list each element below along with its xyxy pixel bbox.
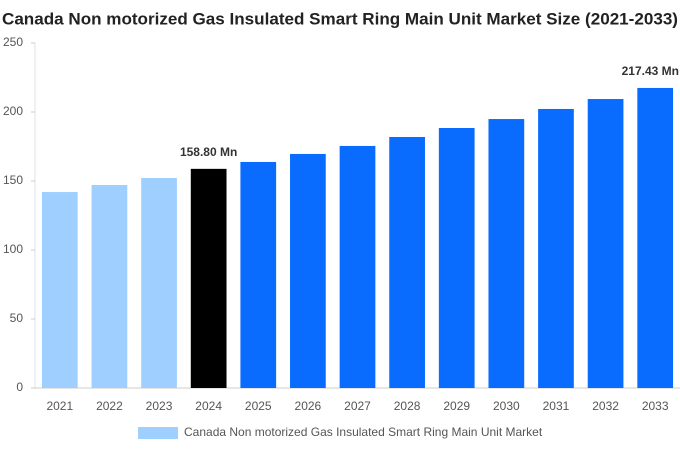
bar bbox=[488, 119, 525, 389]
value-label: 158.80 Mn bbox=[180, 145, 237, 159]
bar bbox=[190, 168, 227, 388]
bar bbox=[587, 99, 624, 388]
x-tick-label: 2030 bbox=[493, 399, 520, 413]
y-tick-label: 50 bbox=[10, 311, 24, 325]
y-tick-label: 250 bbox=[3, 35, 23, 49]
x-tick-label: 2022 bbox=[96, 399, 123, 413]
x-tick-label: 2032 bbox=[592, 399, 619, 413]
y-tick-label: 200 bbox=[3, 104, 23, 118]
legend-label: Canada Non motorized Gas Insulated Smart… bbox=[184, 425, 543, 439]
value-label: 217.43 Mn bbox=[622, 64, 679, 78]
bar bbox=[240, 161, 277, 388]
x-tick-label: 2023 bbox=[146, 399, 173, 413]
bar bbox=[41, 192, 78, 388]
x-tick-label: 2028 bbox=[394, 399, 421, 413]
bar bbox=[141, 177, 177, 388]
x-tick-label: 2031 bbox=[543, 399, 570, 413]
x-tick-label: 2029 bbox=[443, 399, 470, 413]
chart-title: Canada Non motorized Gas Insulated Smart… bbox=[2, 9, 678, 28]
bar bbox=[91, 185, 128, 388]
bar bbox=[339, 145, 376, 388]
legend-swatch bbox=[138, 427, 178, 439]
y-tick-label: 0 bbox=[16, 380, 23, 394]
bar bbox=[637, 87, 674, 389]
x-tick-label: 2021 bbox=[46, 399, 73, 413]
y-tick-label: 150 bbox=[3, 173, 23, 187]
x-tick-label: 2024 bbox=[195, 399, 222, 413]
bar bbox=[538, 108, 574, 389]
x-tick-label: 2025 bbox=[245, 399, 272, 413]
bar bbox=[438, 128, 475, 388]
x-tick-label: 2027 bbox=[344, 399, 371, 413]
x-tick-label: 2033 bbox=[642, 399, 669, 413]
y-tick-label: 100 bbox=[3, 242, 23, 256]
bar bbox=[290, 153, 326, 388]
x-tick-label: 2026 bbox=[295, 399, 322, 413]
bar bbox=[389, 136, 425, 388]
